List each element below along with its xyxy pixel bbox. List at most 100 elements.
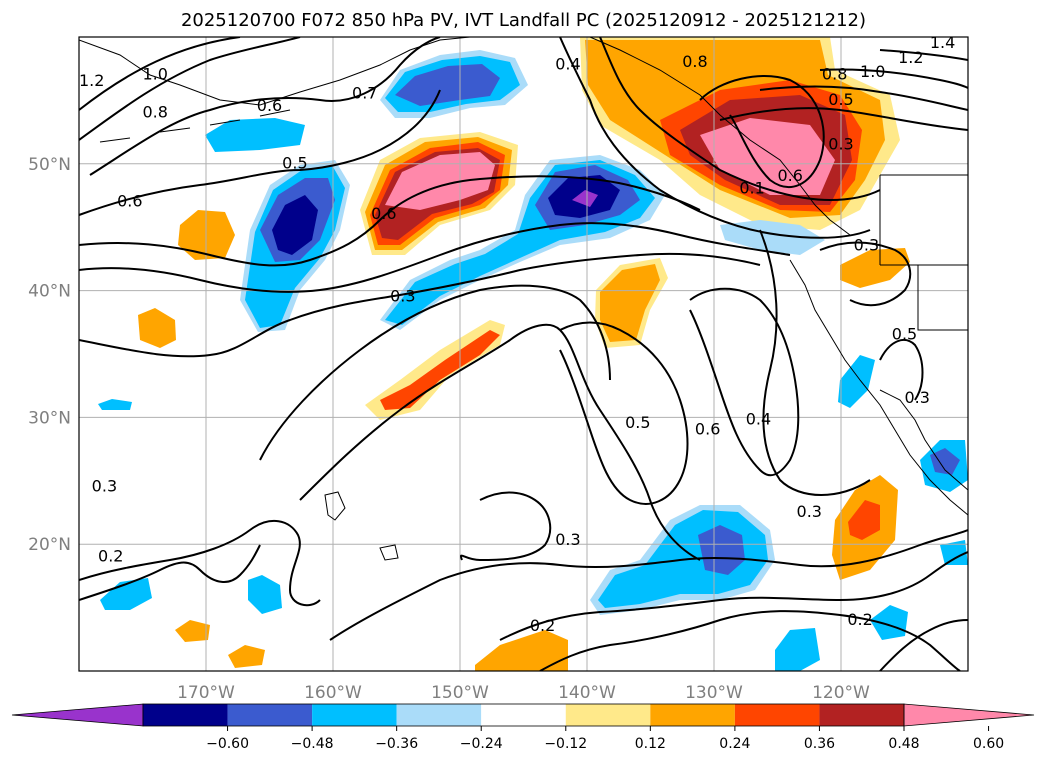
contour-line <box>79 37 241 111</box>
negative-anomaly-west-48 <box>272 195 318 255</box>
contour-line <box>559 37 871 239</box>
contour-label: 0.3 <box>92 477 117 496</box>
contour-label: 0.8 <box>142 103 167 122</box>
latitude-labels: 50°N 40°N 30°N 20°N <box>28 155 71 555</box>
contour-line <box>79 89 441 216</box>
colorbar-tick-label: 0.48 <box>888 736 919 752</box>
longitude-labels: 170°W 160°W 150°W 140°W 130°W 120°W <box>177 683 870 703</box>
contour-line <box>819 241 912 307</box>
contour-line <box>559 321 689 505</box>
colorbar-tick-label: −0.12 <box>544 736 587 752</box>
negative-anomaly-nw <box>205 118 305 152</box>
colorbar-segment <box>143 704 228 726</box>
contour-label: 0.6 <box>257 96 282 115</box>
contour-label: 0.3 <box>854 236 879 255</box>
lat-tick-label: 30°N <box>28 408 71 428</box>
contour-label: 0.4 <box>555 54 580 73</box>
contour-label: 0.3 <box>828 134 853 153</box>
colorbar-tick-label: 0.36 <box>804 736 835 752</box>
contour-labels: 1.2 1.0 0.8 0.6 0.7 0.5 0.6 0.6 0.3 0.4 0.8 0.8 1.0 1… <box>79 37 955 635</box>
contour-label: 0.2 <box>98 546 123 565</box>
negative-anomaly-south-east-3 <box>870 605 908 640</box>
contour-line <box>79 544 261 601</box>
negative-anomaly-central-60 <box>572 190 598 207</box>
contour-line <box>689 287 800 477</box>
contour-line <box>460 491 552 562</box>
colorbar-extend-high <box>903 703 1035 727</box>
colorbar-tick-label: −0.36 <box>375 736 418 752</box>
contour-label: 0.3 <box>904 388 929 407</box>
colorbar-segment <box>396 704 482 726</box>
positive-anomaly-south-2 <box>175 620 210 642</box>
colorbar-tick-label: −0.48 <box>291 736 334 752</box>
colorbar-segment <box>734 704 820 726</box>
negative-anomaly-south-36 <box>698 525 745 575</box>
contour-label: 0.8 <box>822 65 847 84</box>
colorbar-tick-label: 0.12 <box>635 736 666 752</box>
positive-anomaly-central-60 <box>385 152 495 210</box>
contour-line <box>79 520 321 607</box>
colorbar-segment <box>481 704 566 726</box>
contour-line <box>539 610 961 671</box>
pv-shading <box>98 37 968 671</box>
colorbar-segment <box>565 704 651 726</box>
colorbar-segment <box>227 704 313 726</box>
contour-label: 1.2 <box>79 71 104 90</box>
lon-tick-label: 160°W <box>304 683 362 703</box>
contour-label: 0.8 <box>682 52 707 71</box>
negative-anomaly-north-36 <box>395 64 500 106</box>
colorbar-tick-label: −0.60 <box>206 736 249 752</box>
lat-tick-label: 50°N <box>28 155 71 175</box>
baja-coast <box>879 389 968 491</box>
colorbar-segment <box>312 704 397 726</box>
positive-anomaly-west-2 <box>138 308 176 348</box>
contour-line <box>329 529 968 641</box>
aleutian-islands <box>99 109 291 143</box>
us-west-coast <box>789 259 968 516</box>
contour-line <box>879 619 968 671</box>
positive-anomaly-east-2-36 <box>848 500 880 540</box>
contour-line <box>879 49 968 61</box>
contour-label: 0.3 <box>555 530 580 549</box>
contour-line <box>759 85 968 111</box>
coastlines <box>79 37 968 561</box>
lon-tick-label: 130°W <box>685 683 743 703</box>
negative-anomaly-south-east-2 <box>775 628 820 671</box>
contour-label: 0.2 <box>530 616 555 635</box>
contour-line <box>759 229 871 496</box>
negative-anomaly-far-east <box>940 540 968 565</box>
state-borders <box>879 174 968 331</box>
contour-label: 0.5 <box>282 153 307 172</box>
colorbar-segment <box>819 704 904 726</box>
colorbar-frame <box>142 703 905 727</box>
contour-label: 1.0 <box>142 65 167 84</box>
contour-line <box>599 37 881 202</box>
contour-label: 0.5 <box>892 324 917 343</box>
contour-label: 0.7 <box>352 84 377 103</box>
positive-anomaly-south-1 <box>475 630 568 671</box>
positive-anomaly-mid-24 <box>600 264 660 342</box>
lon-tick-label: 140°W <box>558 683 616 703</box>
negative-anomaly-southeast-36 <box>930 448 960 475</box>
contour-line <box>879 339 924 401</box>
colorbar-segment <box>650 704 735 726</box>
contour-line <box>79 222 791 293</box>
colorbar-tick-label: 0.24 <box>719 736 750 752</box>
lon-tick-label: 120°W <box>812 683 870 703</box>
contour-label: 0.3 <box>390 286 415 305</box>
map-area: 1.2 1.0 0.8 0.6 0.7 0.5 0.6 0.6 0.3 0.4 0.8 0.8 1.0 1… <box>79 37 968 671</box>
contour-label: 0.3 <box>797 502 822 521</box>
contour-label: 0.6 <box>777 166 802 185</box>
contour-line <box>719 107 968 131</box>
colorbar-tick-label: −0.24 <box>460 736 503 752</box>
contour-line <box>79 252 761 358</box>
colorbar-tick-label: 0.60 <box>973 736 1004 752</box>
contour-line <box>299 323 701 561</box>
positive-anomaly-subtropical-36 <box>380 330 500 410</box>
negative-anomaly-sw-1 <box>100 578 152 610</box>
lat-tick-label: 20°N <box>28 535 71 555</box>
contour-label: 0.1 <box>739 179 764 198</box>
contour-line <box>699 75 825 189</box>
contour-line <box>79 175 701 267</box>
contour-label: 0.5 <box>828 90 853 109</box>
